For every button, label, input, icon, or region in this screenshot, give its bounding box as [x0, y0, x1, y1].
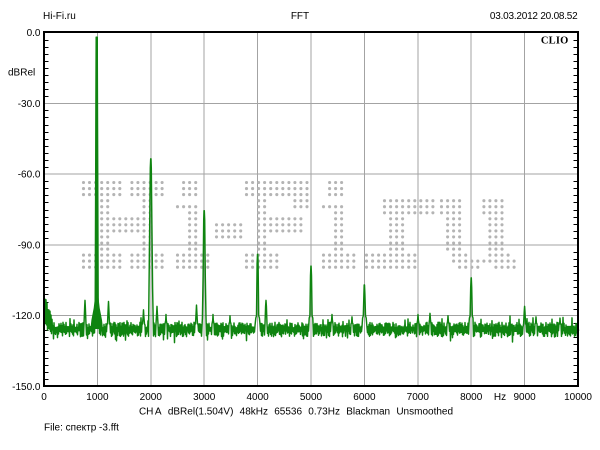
svg-text:0.0: 0.0	[27, 28, 41, 39]
svg-text:File: спектр -3.fft: File: спектр -3.fft	[44, 423, 119, 434]
svg-text:dBRel: dBRel	[8, 68, 35, 79]
svg-text:1000: 1000	[86, 392, 109, 403]
svg-text:-90.0: -90.0	[18, 240, 41, 251]
svg-text:CLIO: CLIO	[541, 36, 569, 47]
svg-text:10000: 10000	[564, 392, 592, 403]
svg-text:2000: 2000	[140, 392, 163, 403]
svg-text:5000: 5000	[300, 392, 323, 403]
svg-text:CH A dBRel(1.504V) 48kHz: CH A dBRel(1.504V) 48kHz 65536 0.73Hz Bl…	[139, 407, 453, 418]
svg-text:7000: 7000	[407, 392, 430, 403]
svg-text:-60.0: -60.0	[18, 170, 41, 181]
svg-text:-30.0: -30.0	[18, 99, 41, 110]
svg-text:8000: 8000	[460, 392, 483, 403]
svg-text:Hz: Hz	[494, 392, 506, 403]
svg-text:Hi-Fi.ru: Hi-Fi.ru	[43, 11, 76, 22]
svg-text:0: 0	[41, 392, 47, 403]
svg-text:-120.0: -120.0	[12, 311, 41, 322]
svg-text:-150.0: -150.0	[12, 382, 41, 393]
svg-text:FFT: FFT	[291, 11, 309, 22]
svg-text:6000: 6000	[353, 392, 376, 403]
svg-text:9000: 9000	[513, 392, 536, 403]
svg-text:03.03.2012 20.08.52: 03.03.2012 20.08.52	[490, 11, 578, 22]
svg-text:4000: 4000	[246, 392, 269, 403]
svg-text:3000: 3000	[193, 392, 216, 403]
